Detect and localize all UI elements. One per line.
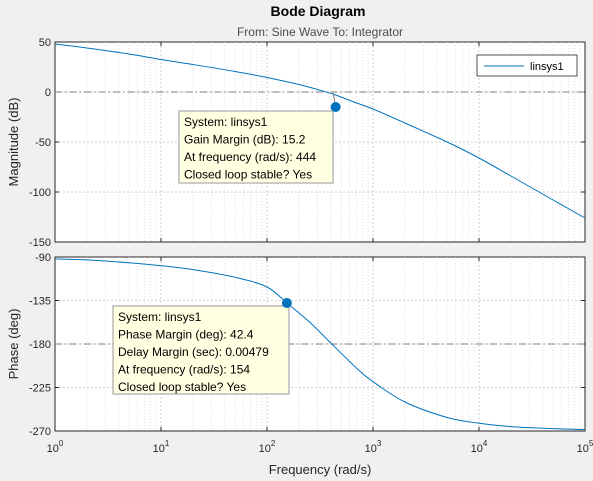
x-axis-label: Frequency (rad/s) bbox=[269, 462, 372, 477]
magnitude-y-label: Magnitude (dB) bbox=[6, 98, 21, 187]
y-tick-label: 50 bbox=[39, 37, 51, 49]
x-tick-label: 103 bbox=[365, 439, 382, 455]
datatip-line: At frequency (rad/s): 444 bbox=[184, 150, 316, 164]
datatip-box[interactable] bbox=[112, 305, 290, 395]
datatip-line: Gain Margin (dB): 15.2 bbox=[184, 133, 306, 147]
datatip-marker[interactable] bbox=[330, 102, 341, 112]
y-tick-label: 0 bbox=[45, 87, 51, 99]
datatip-line: At frequency (rad/s): 154 bbox=[118, 363, 250, 377]
y-tick-label: -180 bbox=[29, 339, 51, 351]
legend[interactable]: linsys1 bbox=[476, 54, 578, 77]
magnitude-series bbox=[54, 43, 586, 219]
y-tick-label: -100 bbox=[29, 187, 51, 199]
phase-margin-annotation[interactable]: System: linsys1 Phase Margin (deg): 42.4 D… bbox=[112, 298, 292, 395]
phase-y-label: Phase (deg) bbox=[6, 309, 21, 380]
datatip-line: Phase Margin (deg): 42.4 bbox=[118, 328, 254, 342]
datatip-line: Delay Margin (sec): 0.00479 bbox=[118, 345, 269, 359]
legend-entry: linsys1 bbox=[530, 61, 564, 73]
magnitude-y-ticks: 50 0 -50 -100 -150 bbox=[29, 37, 586, 249]
y-tick-label: -225 bbox=[29, 383, 51, 395]
x-tick-labels: 100 101 102 103 104 105 bbox=[47, 439, 593, 455]
datatip-line: Closed loop stable? Yes bbox=[184, 168, 312, 182]
series-line-linsys1 bbox=[54, 258, 586, 431]
datatip-line: System: linsys1 bbox=[118, 310, 202, 324]
x-tick-label: 101 bbox=[153, 439, 170, 455]
datatip-line: Closed loop stable? Yes bbox=[118, 380, 246, 394]
x-tick-label: 105 bbox=[577, 439, 593, 455]
magnitude-axes[interactable]: 50 0 -50 -100 -150 System: linsys1 Gain Margi… bbox=[6, 37, 586, 249]
x-tick-label: 100 bbox=[47, 439, 64, 455]
y-tick-label: -135 bbox=[29, 296, 51, 308]
datatip-line: System: linsys1 bbox=[184, 115, 268, 129]
series-line-linsys1 bbox=[54, 43, 586, 219]
datatip-box[interactable] bbox=[178, 110, 334, 184]
legend-box[interactable] bbox=[476, 54, 578, 77]
phase-series bbox=[54, 258, 586, 431]
chart-subtitle: From: Sine Wave To: Integrator bbox=[237, 25, 403, 39]
phase-y-ticks: -90 -135 -180 -225 -270 bbox=[29, 252, 586, 438]
x-tick-label: 104 bbox=[471, 439, 488, 455]
y-tick-label: -90 bbox=[35, 252, 51, 264]
x-tick-label: 102 bbox=[259, 439, 276, 455]
gain-margin-annotation[interactable]: System: linsys1 Gain Margin (dB): 15.2 At … bbox=[178, 91, 341, 184]
phase-axes[interactable]: -90 -135 -180 -225 -270 System: linsys1 Phase… bbox=[6, 252, 586, 438]
y-tick-label: -270 bbox=[29, 426, 51, 438]
chart-title: Bode Diagram bbox=[271, 3, 366, 19]
datatip-marker[interactable] bbox=[281, 298, 292, 309]
y-tick-label: -150 bbox=[29, 237, 51, 249]
y-tick-label: -50 bbox=[35, 137, 51, 149]
